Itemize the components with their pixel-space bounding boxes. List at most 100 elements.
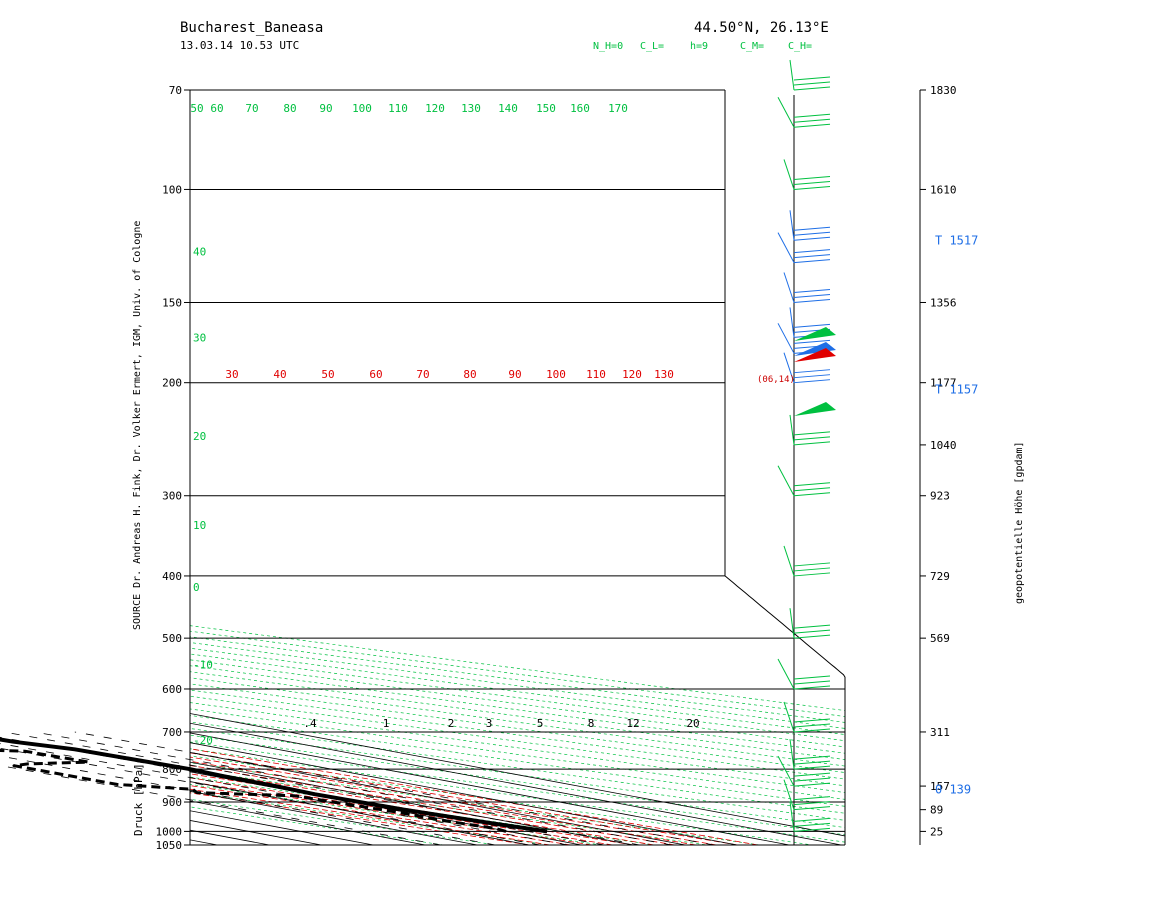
right-border-slanted (724, 575, 846, 845)
pressure-tick-label: 400 (162, 570, 182, 583)
height-tick-label: 157 (930, 780, 950, 793)
wind-barb-staff (783, 352, 795, 383)
dry-adiabat-label-top: 80 (283, 102, 296, 115)
height-tick-label: 1040 (930, 439, 957, 452)
wind-barb-flag (793, 685, 831, 690)
wind-barbs (777, 59, 836, 832)
moist-adiabat-label: 100 (546, 368, 566, 381)
dry-adiabat-label-left: 40 (193, 246, 206, 259)
height-tick-label: 25 (930, 825, 943, 838)
wind-barb-flag (793, 369, 831, 374)
tropopause-wind-annotation: (06,14) (757, 375, 795, 385)
mixing-ratio-line (0, 755, 496, 846)
mixing-ratio-line (74, 731, 715, 846)
wind-barb-flag (793, 254, 831, 259)
wind-barb-flag (793, 76, 831, 81)
moist-adiabat-line (190, 382, 676, 845)
wind-barb-staff (789, 210, 795, 241)
dry-adiabat-label-top: 50 (190, 102, 203, 115)
wind-barb-staff (783, 701, 795, 733)
wind-barb-flag (793, 431, 831, 436)
dry-adiabat-label-left: 30 (193, 331, 206, 344)
height-tick-label: 89 (930, 804, 943, 817)
source-credit: SOURCE Dr. Andreas H. Fink, Dr. Volker E… (132, 221, 143, 630)
pressure-tick-label: 300 (162, 490, 182, 503)
wind-barb-flag (793, 675, 831, 680)
wind-barb-flag (793, 572, 831, 577)
dry-adiabat-line (190, 90, 845, 845)
pressure-tick-label: 900 (162, 796, 182, 809)
moist-adiabat-line (190, 382, 551, 845)
mixing-ratio-line (3, 731, 640, 846)
wind-barb-pennant (794, 342, 836, 356)
mixing-ratio-label: 8 (588, 717, 595, 730)
moist-adiabat-line (190, 382, 613, 845)
wind-barb-flag (793, 487, 831, 492)
wind-barb-flag (793, 718, 831, 723)
mixing-ratio-label: 5 (537, 717, 544, 730)
mixing-ratio-line (34, 731, 672, 846)
isotherm-line (0, 90, 9, 845)
wind-barb-flag (793, 293, 831, 298)
dry-adiabat-label-top: 100 (352, 102, 372, 115)
moist-adiabat-label: 50 (321, 368, 334, 381)
isotherms (0, 90, 845, 845)
wind-barb-staff (789, 739, 795, 770)
moist-adiabat-label: 60 (369, 368, 382, 381)
height-tick-label: 311 (930, 726, 950, 739)
dry-adiabat-line (190, 90, 845, 845)
wind-barb-flag (793, 772, 831, 777)
wind-barb-staff (783, 779, 795, 810)
dry-adiabat-label-top: 110 (388, 102, 408, 115)
wind-barb-staff (777, 755, 795, 787)
wind-barb-flag (793, 634, 831, 639)
cloud-code-cm: C_M= (740, 41, 764, 52)
wind-barb-flag (793, 827, 831, 832)
wind-barb-flag (793, 298, 831, 303)
moist-adiabat-label: 40 (273, 368, 286, 381)
dry-adiabat-line (190, 90, 845, 845)
mixing-ratio-label: 1 (383, 717, 390, 730)
wind-barb-flag (793, 231, 831, 236)
y-axis-label: Druck [hPa] (132, 763, 145, 836)
wind-barb-flag (793, 249, 831, 254)
wind-barb-flag (793, 81, 831, 86)
dry-adiabat-line (190, 90, 602, 845)
height-tick-label: 923 (930, 490, 950, 503)
level-annotation: 0 139 (935, 782, 971, 796)
wind-barb-staff (789, 801, 795, 832)
cloud-codes: N_H=0 C_L= h=9 C_M= C_H= (593, 41, 812, 52)
wind-barb-flag (793, 113, 831, 118)
height-tick-label: 1610 (930, 183, 957, 196)
wind-barb-staff (783, 545, 795, 577)
wind-barb-flag (793, 180, 831, 185)
level-annotation: T 1517 (935, 233, 978, 247)
dry-adiabat-line (190, 90, 845, 845)
wind-barb-staff (777, 96, 795, 128)
dewpoint-profile (0, 748, 507, 833)
dry-adiabat-line (190, 90, 549, 845)
mixing-ratio-label: 12 (626, 717, 639, 730)
pressure-tick-label: 500 (162, 632, 182, 645)
wind-barb-pennant (794, 348, 836, 362)
dry-adiabat-label-top: 70 (245, 102, 258, 115)
wind-barb-flag (793, 755, 831, 760)
mixing-ratio-label: 2 (448, 717, 455, 730)
y2-axis-label: geopotentielle Höhe [gpdam] (1014, 441, 1025, 604)
wind-barb-flag (793, 801, 831, 806)
mixing-ratio-label: .4 (303, 717, 317, 730)
dry-adiabat-label-left: 20 (193, 430, 206, 443)
pressure-tick-label: 600 (162, 683, 182, 696)
station-name: Bucharest_Baneasa (180, 20, 323, 36)
moist-adiabat-line (190, 382, 592, 845)
wind-barb-flag (793, 796, 831, 801)
wind-barb-flag (793, 118, 831, 123)
wind-barb-flag (793, 86, 831, 91)
wind-barb-flag (793, 185, 831, 190)
cloud-code-cl: C_L= (640, 41, 664, 52)
dry-adiabat-label-top: 120 (425, 102, 445, 115)
mixing-ratio-label: 3 (486, 717, 493, 730)
wind-barb-flag (793, 374, 831, 379)
wind-barb-flag (793, 436, 831, 441)
wind-barb-flag (793, 822, 831, 827)
